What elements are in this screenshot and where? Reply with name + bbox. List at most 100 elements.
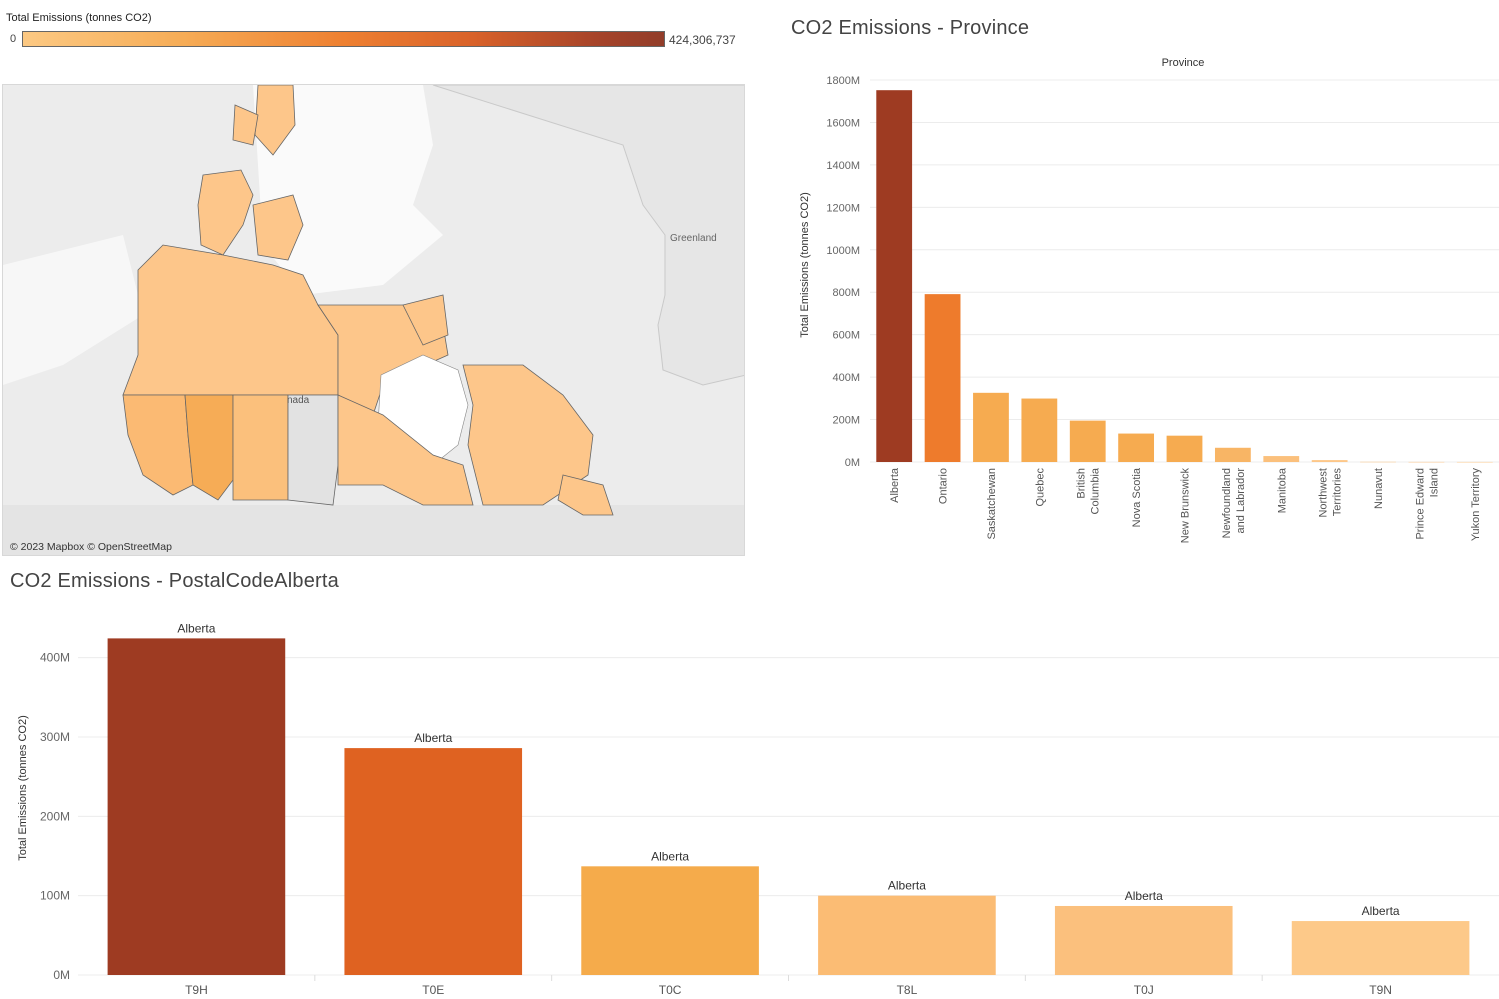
- postalcode-bar[interactable]: [107, 638, 286, 975]
- svg-text:Territories: Territories: [1332, 468, 1344, 517]
- svg-text:Nova Scotia: Nova Scotia: [1131, 467, 1143, 527]
- svg-text:Yukon Territory: Yukon Territory: [1470, 468, 1482, 542]
- svg-text:Northwest: Northwest: [1318, 468, 1330, 518]
- postalcode-chart-title: CO2 Emissions - PostalCodeAlberta: [10, 570, 339, 592]
- province-bars[interactable]: [876, 90, 1493, 463]
- province-x-tick-label: Nova Scotia: [1131, 467, 1143, 527]
- map-canvas[interactable]: Greenland nada: [3, 85, 745, 556]
- svg-text:and Labrador: and Labrador: [1235, 468, 1247, 534]
- postalcode-x-tick-label: T9H: [185, 983, 208, 997]
- province-x-tick-label: Nunavut: [1373, 468, 1385, 509]
- province-bar[interactable]: [876, 90, 913, 462]
- postalcode-x-labels: T9H T0E T0C T8L T0J T9N: [185, 975, 1392, 997]
- province-bar[interactable]: [1021, 398, 1058, 462]
- province-bar[interactable]: [1069, 420, 1106, 462]
- partial-country-label: nada: [287, 395, 310, 406]
- province-y-tick-label: 200M: [832, 415, 860, 427]
- postalcode-data-label: Alberta: [651, 849, 689, 863]
- postalcode-x-tick-label: T0J: [1134, 983, 1154, 997]
- postalcode-bar[interactable]: [1054, 905, 1233, 975]
- svg-text:Newfoundland: Newfoundland: [1221, 468, 1233, 538]
- color-legend-gradient: [22, 31, 665, 47]
- svg-text:New Brunswick: New Brunswick: [1180, 468, 1192, 544]
- province-bar[interactable]: [1456, 461, 1493, 463]
- labrador-region[interactable]: [402, 294, 449, 346]
- province-x-tick-label: Saskatchewan: [986, 468, 998, 540]
- postalcode-data-label: Alberta: [888, 879, 926, 893]
- svg-text:Prince Edward: Prince Edward: [1414, 468, 1426, 540]
- postalcode-y-tick-label: 400M: [40, 651, 70, 665]
- province-x-tick-label: Northwest Territories: [1318, 468, 1344, 518]
- maritimes-region[interactable]: [557, 474, 614, 516]
- province-y-tick-label: 1600M: [826, 117, 860, 129]
- province-x-tick-label: Yukon Territory: [1470, 468, 1482, 542]
- arctic-island-4[interactable]: [232, 104, 259, 146]
- svg-text:Manitoba: Manitoba: [1276, 467, 1288, 513]
- postalcode-data-labels: Alberta Alberta Alberta Alberta Alberta Alber…: [177, 621, 1400, 918]
- arctic-island-1[interactable]: [197, 169, 254, 256]
- province-bar[interactable]: [924, 294, 961, 462]
- province-bar-chart[interactable]: Province Total Emissions (tonnes CO2) 0M…: [750, 50, 1499, 560]
- postalcode-data-label: Alberta: [1125, 889, 1163, 903]
- province-bar[interactable]: [1118, 433, 1155, 462]
- province-bar[interactable]: [1408, 461, 1445, 463]
- svg-text:Alberta: Alberta: [889, 467, 901, 503]
- postalcode-bar[interactable]: [1291, 921, 1470, 975]
- postalcode-bar[interactable]: [818, 895, 996, 975]
- province-y-tick-label: 600M: [832, 330, 860, 342]
- province-bar[interactable]: [973, 392, 1009, 462]
- usa-region: [3, 505, 744, 555]
- province-bar[interactable]: [1263, 456, 1300, 462]
- province-bar[interactable]: [1214, 447, 1251, 462]
- svg-text:Island: Island: [1428, 468, 1440, 497]
- postalcode-data-label: Alberta: [414, 731, 452, 745]
- postalcode-bar[interactable]: [581, 866, 759, 975]
- province-y-tick-label: 1000M: [826, 245, 860, 257]
- greenland-region: [432, 85, 744, 386]
- province-bar[interactable]: [1360, 461, 1396, 463]
- postalcode-x-tick-label: T0C: [659, 983, 682, 997]
- pacific-waters: [3, 235, 143, 385]
- province-y-tick-label: 400M: [832, 372, 860, 384]
- manitoba-region[interactable]: [287, 394, 339, 506]
- province-y-tick-label: 800M: [832, 287, 860, 299]
- saskatchewan-region[interactable]: [232, 394, 289, 501]
- color-legend-title: Total Emissions (tonnes CO2): [6, 12, 152, 24]
- province-x-tick-label: Prince Edward Island: [1414, 468, 1440, 540]
- province-column-header: Province: [1162, 57, 1205, 69]
- svg-text:Columbia: Columbia: [1090, 467, 1102, 514]
- postalcode-data-label: Alberta: [177, 621, 215, 635]
- map-attribution[interactable]: © 2023 Mapbox © OpenStreetMap: [10, 541, 172, 553]
- postalcode-x-tick-label: T9N: [1369, 983, 1392, 997]
- svg-text:British: British: [1076, 468, 1088, 499]
- province-gridlines: [870, 79, 1499, 463]
- svg-text:Saskatchewan: Saskatchewan: [986, 468, 998, 540]
- postalcode-bars[interactable]: [107, 638, 1470, 975]
- province-y-tick-label: 0M: [845, 457, 860, 469]
- postalcode-x-tick-label: T0E: [422, 983, 444, 997]
- province-x-tick-label: Manitoba: [1276, 467, 1288, 513]
- postalcode-y-ticks: 0M 100M 200M 300M 400M: [40, 651, 70, 982]
- canada-emissions-map[interactable]: Greenland nada: [2, 84, 745, 556]
- postalcode-y-tick-label: 100M: [40, 889, 70, 903]
- province-x-tick-label: New Brunswick: [1180, 468, 1192, 544]
- province-chart-title: CO2 Emissions - Province: [791, 17, 1030, 39]
- arctic-island-2[interactable]: [252, 194, 304, 261]
- postalcode-y-tick-label: 200M: [40, 809, 70, 823]
- postalcode-bar-chart[interactable]: Total Emissions (tonnes CO2) 0M 100M 200M 3…: [0, 600, 1499, 999]
- province-x-tick-label: Newfoundland and Labrador: [1221, 468, 1247, 539]
- province-x-tick-label: British Columbia: [1076, 467, 1102, 514]
- postalcode-x-tick-label: T8L: [897, 983, 918, 997]
- province-bar[interactable]: [1166, 435, 1203, 462]
- postalcode-bar[interactable]: [344, 748, 523, 975]
- arctic-waters: [253, 85, 443, 295]
- province-y-axis-label: Total Emissions (tonnes CO2): [799, 192, 811, 338]
- svg-text:Nunavut: Nunavut: [1373, 468, 1385, 509]
- province-x-tick-label: Alberta: [889, 467, 901, 503]
- ontario-region[interactable]: [337, 394, 474, 506]
- svg-text:Quebec: Quebec: [1034, 468, 1046, 507]
- province-y-ticks: 0M 200M 400M 600M 800M 1000M 1200M 1400M 1600M 18…: [826, 75, 860, 469]
- province-bar[interactable]: [1311, 460, 1348, 462]
- province-x-tick-label: Quebec: [1034, 468, 1046, 507]
- svg-text:Ontario: Ontario: [938, 468, 950, 504]
